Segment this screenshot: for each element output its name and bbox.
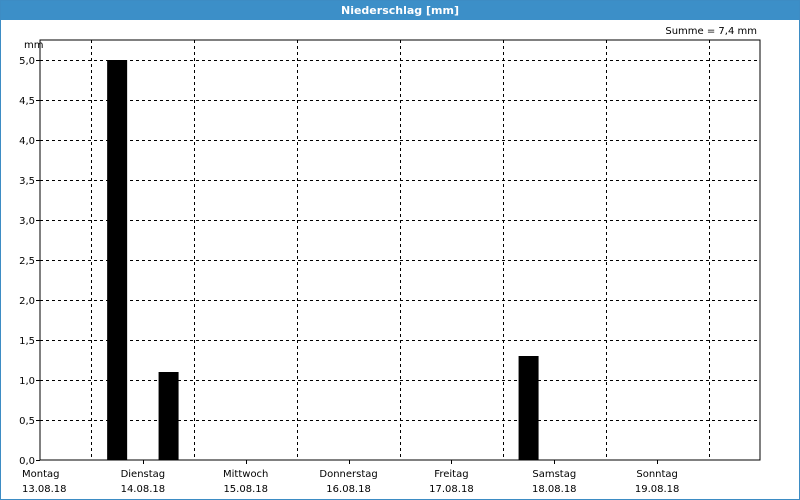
y-tick-label: 0,5: [19, 416, 35, 427]
x-tick-label-date: 18.08.18: [532, 484, 577, 495]
y-tick-label: 0,0: [19, 456, 35, 467]
x-tick-label-day: Freitag: [434, 469, 468, 480]
y-tick-label: 3,0: [19, 216, 35, 227]
precipitation-bar: [158, 372, 179, 460]
x-tick-label-day: Montag: [22, 469, 59, 480]
x-tick-label-day: Mittwoch: [223, 469, 268, 480]
y-tick-label: 4,0: [19, 136, 35, 147]
y-axis-label: mm: [24, 40, 43, 51]
precipitation-bar: [518, 356, 539, 460]
y-tick-label: 1,5: [19, 336, 35, 347]
y-tick-label: 5,0: [19, 56, 35, 67]
x-tick-label-day: Donnerstag: [319, 469, 377, 480]
x-tick-label-day: Sonntag: [636, 469, 678, 480]
chart-title: Niederschlag [mm]: [1, 1, 799, 20]
sum-label: Summe = 7,4 mm: [665, 26, 757, 37]
x-tick-label-date: 16.08.18: [326, 484, 371, 495]
y-tick-label: 4,5: [19, 96, 35, 107]
x-tick-label-day: Dienstag: [121, 469, 166, 480]
precipitation-bar: [107, 60, 128, 460]
x-tick-label-day: Samstag: [532, 469, 576, 480]
y-tick-label: 2,5: [19, 256, 35, 267]
x-tick-label-date: 13.08.18: [22, 484, 67, 495]
y-tick-label: 1,0: [19, 376, 35, 387]
y-tick-label: 3,5: [19, 176, 35, 187]
x-tick-label-date: 15.08.18: [223, 484, 268, 495]
x-tick-label-date: 17.08.18: [429, 484, 474, 495]
x-tick-label-date: 19.08.18: [635, 484, 680, 495]
y-tick-label: 2,0: [19, 296, 35, 307]
x-tick-label-date: 14.08.18: [121, 484, 166, 495]
